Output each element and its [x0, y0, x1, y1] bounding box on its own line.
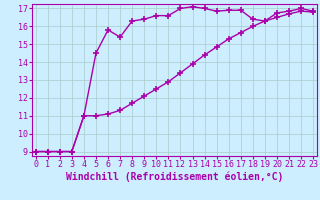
X-axis label: Windchill (Refroidissement éolien,°C): Windchill (Refroidissement éolien,°C) — [66, 172, 283, 182]
